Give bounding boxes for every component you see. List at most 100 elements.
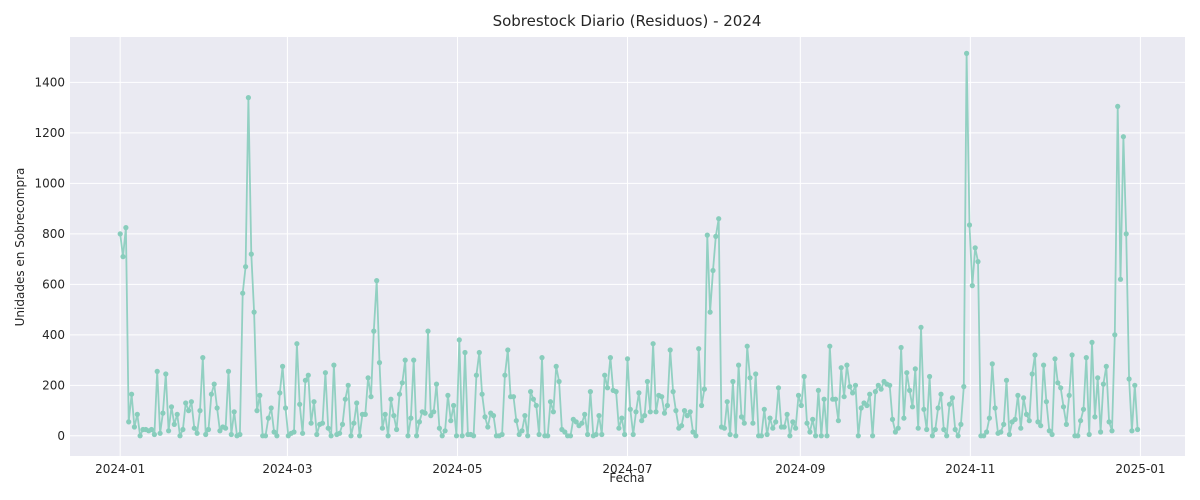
data-point bbox=[459, 433, 465, 439]
data-point bbox=[442, 428, 448, 434]
data-point bbox=[724, 399, 730, 405]
data-point bbox=[314, 431, 320, 438]
data-point bbox=[1058, 385, 1064, 391]
y-tick-label: 600 bbox=[42, 277, 65, 291]
data-point bbox=[941, 426, 947, 433]
data-point bbox=[405, 433, 411, 439]
data-point bbox=[747, 375, 753, 381]
data-point bbox=[1035, 419, 1041, 425]
data-point bbox=[399, 380, 405, 386]
data-point bbox=[1003, 377, 1010, 383]
data-point bbox=[191, 425, 197, 431]
data-point bbox=[707, 309, 713, 315]
data-point bbox=[479, 391, 485, 397]
data-point bbox=[200, 355, 206, 361]
data-point bbox=[946, 401, 953, 407]
data-point bbox=[1038, 423, 1044, 429]
data-point bbox=[451, 402, 457, 409]
data-point bbox=[961, 384, 967, 390]
data-point bbox=[553, 363, 559, 369]
data-point bbox=[368, 394, 374, 400]
y-tick-label: 1200 bbox=[34, 126, 65, 140]
data-point bbox=[188, 399, 194, 405]
data-point bbox=[280, 363, 286, 369]
data-point bbox=[1126, 376, 1132, 382]
data-point bbox=[425, 328, 431, 334]
data-point bbox=[482, 414, 488, 420]
data-point bbox=[160, 410, 166, 416]
x-tick-label: 2025-01 bbox=[1115, 462, 1165, 476]
data-point bbox=[1098, 429, 1104, 435]
data-point bbox=[348, 433, 354, 439]
data-point bbox=[137, 433, 143, 439]
data-point bbox=[795, 392, 802, 398]
x-axis-label: Fecha bbox=[609, 471, 644, 485]
data-point bbox=[864, 402, 870, 409]
data-point bbox=[550, 409, 557, 415]
data-point bbox=[533, 402, 539, 409]
data-point bbox=[867, 391, 873, 397]
data-point bbox=[750, 420, 756, 426]
data-point bbox=[254, 408, 260, 414]
data-point bbox=[322, 370, 328, 376]
data-point bbox=[471, 433, 477, 439]
data-point bbox=[1052, 356, 1058, 362]
data-point bbox=[858, 405, 864, 411]
data-point bbox=[243, 264, 249, 270]
data-point bbox=[123, 225, 129, 231]
data-point bbox=[1012, 416, 1018, 422]
data-point bbox=[371, 328, 377, 334]
data-point bbox=[781, 424, 787, 430]
data-point bbox=[969, 283, 975, 289]
data-point bbox=[208, 391, 214, 397]
data-point bbox=[1066, 392, 1072, 398]
data-point bbox=[277, 390, 283, 396]
data-point bbox=[818, 433, 824, 439]
data-point bbox=[841, 394, 847, 400]
data-point bbox=[1029, 371, 1035, 377]
data-point bbox=[775, 385, 782, 391]
data-point bbox=[433, 381, 440, 387]
data-point bbox=[932, 426, 938, 433]
data-point bbox=[821, 396, 827, 402]
data-point bbox=[1026, 418, 1032, 424]
data-point bbox=[339, 421, 346, 427]
data-point bbox=[174, 411, 180, 417]
data-point bbox=[131, 424, 137, 430]
data-point bbox=[197, 408, 203, 414]
data-point bbox=[331, 362, 337, 368]
data-point bbox=[291, 429, 297, 435]
data-point bbox=[653, 409, 659, 415]
data-point bbox=[391, 413, 397, 419]
data-point bbox=[519, 428, 525, 434]
data-point bbox=[670, 389, 676, 395]
data-point bbox=[300, 430, 306, 436]
data-point bbox=[989, 361, 995, 367]
data-point bbox=[536, 431, 542, 438]
data-point bbox=[935, 405, 941, 411]
data-point bbox=[311, 399, 317, 405]
data-point bbox=[909, 404, 916, 410]
data-point bbox=[761, 406, 767, 412]
data-point bbox=[342, 396, 348, 402]
data-point bbox=[758, 433, 765, 439]
data-point bbox=[539, 355, 545, 361]
data-point bbox=[964, 50, 970, 57]
y-tick-label: 1400 bbox=[34, 75, 65, 89]
data-point bbox=[986, 415, 993, 421]
data-point bbox=[1069, 352, 1075, 358]
data-point bbox=[713, 233, 719, 239]
data-point bbox=[693, 433, 699, 439]
data-point bbox=[613, 389, 619, 395]
data-point bbox=[1023, 411, 1030, 417]
data-point bbox=[699, 402, 705, 409]
data-point bbox=[924, 426, 930, 433]
data-point bbox=[875, 382, 881, 388]
data-point bbox=[582, 411, 588, 417]
data-point bbox=[767, 415, 773, 421]
data-point bbox=[117, 231, 123, 237]
data-point bbox=[984, 429, 990, 435]
data-point bbox=[171, 421, 177, 427]
data-point bbox=[522, 413, 528, 419]
